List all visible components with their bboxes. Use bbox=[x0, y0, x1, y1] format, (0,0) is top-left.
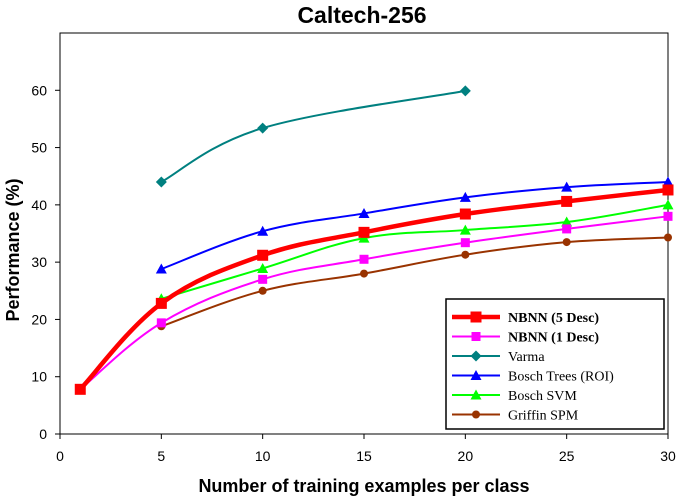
legend-item: NBNN (5 Desc) bbox=[452, 311, 599, 326]
legend-label: Bosch Trees (ROI) bbox=[508, 370, 614, 385]
legend-label: NBNN (5 Desc) bbox=[508, 311, 599, 326]
data-point bbox=[561, 195, 573, 207]
chart-title: Caltech-256 bbox=[297, 2, 426, 28]
data-point bbox=[360, 269, 368, 278]
data-point bbox=[258, 286, 267, 295]
legend-marker bbox=[470, 350, 482, 362]
y-tick-label: 50 bbox=[31, 140, 47, 156]
data-point bbox=[459, 85, 471, 97]
legend: NBNN (5 Desc) NBNN (1 Desc) Varma Bosch Tre… bbox=[445, 298, 665, 430]
series-0 bbox=[74, 184, 674, 395]
x-tick-label: 25 bbox=[559, 448, 575, 464]
legend-marker bbox=[471, 332, 481, 341]
data-point bbox=[258, 274, 268, 284]
data-point bbox=[561, 181, 573, 192]
data-point bbox=[562, 224, 572, 234]
series-line bbox=[160, 89, 467, 183]
legend-box bbox=[445, 298, 665, 430]
legend-label: NBNN (1 Desc) bbox=[508, 331, 599, 346]
legend-marker bbox=[472, 410, 480, 419]
data-point bbox=[662, 199, 674, 210]
series-layer bbox=[74, 85, 674, 395]
legend-label: Varma bbox=[508, 350, 545, 365]
legend-label: Griffin SPM bbox=[508, 409, 579, 424]
series-line bbox=[160, 203, 669, 300]
y-tick-label: 10 bbox=[31, 369, 47, 385]
series-5 bbox=[157, 233, 672, 331]
data-point bbox=[662, 184, 674, 196]
data-point bbox=[461, 250, 470, 259]
legend-item: Varma bbox=[452, 350, 545, 365]
y-axis-label: Performance (%) bbox=[3, 178, 23, 321]
y-tick-label: 0 bbox=[39, 426, 47, 442]
data-point bbox=[257, 262, 269, 273]
data-point bbox=[459, 224, 471, 235]
legend-item: Bosch Trees (ROI) bbox=[452, 370, 614, 385]
data-point bbox=[459, 191, 471, 202]
legend-item: Griffin SPM bbox=[452, 409, 579, 424]
data-point bbox=[358, 207, 370, 218]
data-point bbox=[155, 297, 167, 309]
legend-marker bbox=[470, 370, 482, 380]
data-point bbox=[662, 176, 674, 187]
x-tick-label: 5 bbox=[157, 448, 165, 464]
data-point bbox=[257, 249, 269, 261]
y-tick-label: 60 bbox=[31, 82, 47, 98]
x-tick-label: 30 bbox=[660, 448, 676, 464]
data-point bbox=[257, 225, 269, 236]
series-line bbox=[160, 236, 669, 328]
x-tick-label: 20 bbox=[458, 448, 474, 464]
legend-item: Bosch SVM bbox=[452, 389, 577, 404]
data-point bbox=[155, 263, 167, 274]
data-point bbox=[561, 216, 573, 227]
x-axis-label: Number of training examples per class bbox=[198, 476, 529, 496]
data-point bbox=[459, 208, 471, 220]
data-point bbox=[74, 383, 86, 395]
series-line bbox=[160, 180, 669, 271]
data-point bbox=[663, 211, 673, 221]
data-point bbox=[156, 318, 166, 328]
legend-label: Bosch SVM bbox=[508, 389, 577, 404]
x-tick-label: 15 bbox=[356, 448, 372, 464]
x-tick-label: 0 bbox=[56, 448, 64, 464]
data-point bbox=[155, 176, 167, 188]
axis-ticks: 0 10 20 30 40 50 60 0 5 10 15 20 25 30 bbox=[31, 82, 676, 464]
data-point bbox=[460, 238, 470, 248]
data-point bbox=[359, 254, 369, 264]
y-tick-label: 40 bbox=[31, 197, 47, 213]
legend-item: NBNN (1 Desc) bbox=[452, 331, 599, 346]
legend-marker bbox=[470, 311, 482, 323]
data-point bbox=[358, 226, 370, 238]
data-point bbox=[257, 122, 269, 134]
x-tick-label: 10 bbox=[255, 448, 271, 464]
y-tick-label: 20 bbox=[31, 311, 47, 327]
series-2 bbox=[155, 85, 471, 188]
data-point bbox=[562, 238, 571, 247]
legend-marker bbox=[470, 389, 482, 400]
data-point bbox=[664, 233, 672, 242]
series-3 bbox=[155, 176, 674, 274]
y-tick-label: 30 bbox=[31, 254, 47, 270]
